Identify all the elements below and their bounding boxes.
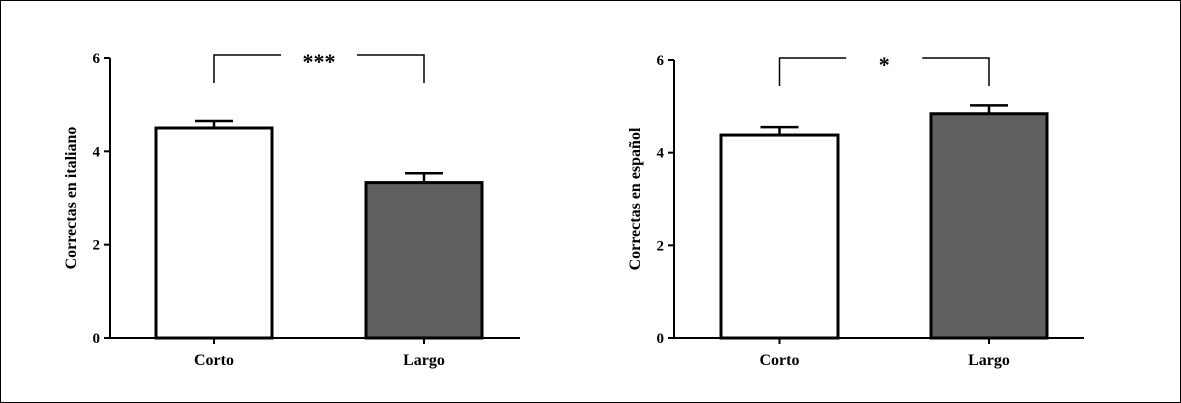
significance-bracket-right [922,57,990,86]
x-tick-label: Largo [403,352,445,369]
y-tick-label: 0 [657,331,665,347]
bar-largo [929,112,1049,340]
bar-largo [364,181,484,340]
significance-label: *** [303,49,336,74]
chart-panel-1: Corto Largo 0 2 4 6 Correctas en italiano *** [63,49,520,369]
x-tick-label: Largo [968,352,1010,369]
y-tick-label: 6 [93,51,101,67]
y-tick-label: 0 [93,331,101,347]
significance-bracket-left [213,54,281,83]
y-tick-label: 2 [657,238,665,254]
y-tick-label: 6 [657,53,665,69]
y-tick-label: 2 [93,238,101,254]
y-axis-label: Correctas en español [627,127,644,270]
bar-corto [719,133,840,340]
significance-bracket-left [778,57,847,86]
y-tick-label: 4 [657,146,665,162]
x-tick-label: Corto [194,352,234,369]
y-tick-label: 4 [93,144,101,160]
bar-corto [154,126,274,340]
y-axis-label: Correctas en italiano [63,127,80,270]
chart-panel-2: Corto Largo 0 2 4 6 Correctas en español * [627,52,1084,369]
x-tick-label: Corto [760,352,800,369]
significance-bracket-right [357,54,425,83]
significance-label: * [879,52,890,77]
